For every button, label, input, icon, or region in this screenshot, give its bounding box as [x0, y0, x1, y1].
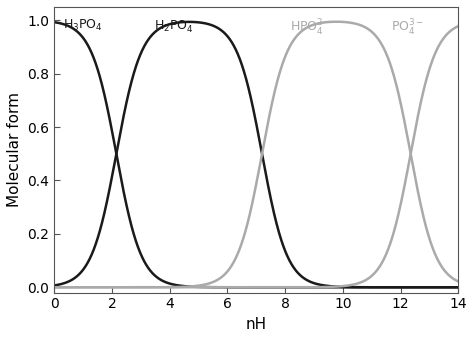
Text: $\mathregular{H_3PO_4}$: $\mathregular{H_3PO_4}$ [63, 18, 102, 34]
X-axis label: nH: nH [246, 317, 267, 332]
Y-axis label: Molecular form: Molecular form [7, 92, 22, 207]
Text: $\mathregular{HPO_4^{2-}}$: $\mathregular{HPO_4^{2-}}$ [290, 18, 332, 38]
Text: $\mathregular{H_2PO_4^-}$: $\mathregular{H_2PO_4^-}$ [154, 18, 197, 35]
Text: $\mathregular{PO_4^{3-}}$: $\mathregular{PO_4^{3-}}$ [391, 18, 424, 38]
